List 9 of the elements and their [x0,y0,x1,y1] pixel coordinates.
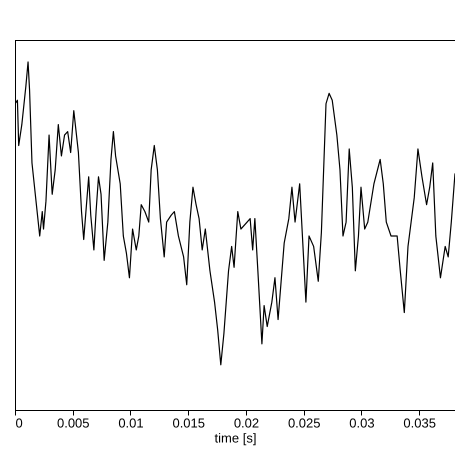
x-tick-label: 0.035 [403,416,436,430]
x-tick-label: 0.01 [118,416,144,430]
x-tick-label: 0 [16,416,23,430]
x-axis-title: time [s] [214,430,256,446]
x-tick-label: 0.015 [172,416,205,430]
x-tick-label: 0.025 [288,416,320,430]
x-tick-label: 0.02 [234,416,260,430]
x-tick-label: 0.03 [349,416,375,430]
x-tick-label: 0.005 [56,416,90,430]
